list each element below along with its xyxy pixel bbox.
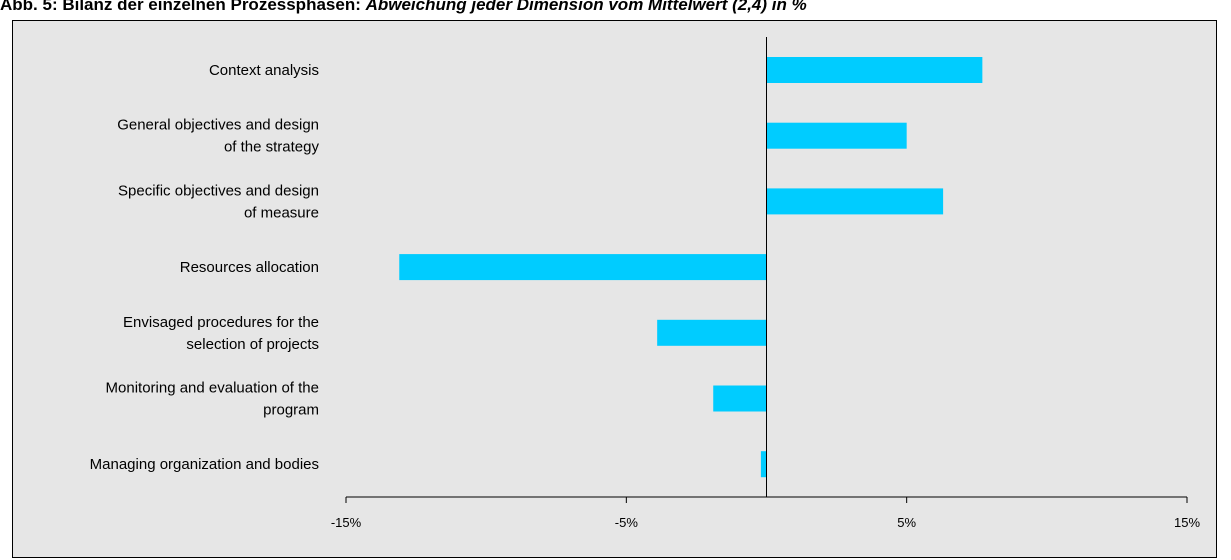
category-label: Envisaged procedures for the bbox=[123, 314, 319, 331]
bar bbox=[760, 451, 767, 478]
chart-title: Abb. 5: Bilanz der einzelnen Prozessphas… bbox=[0, 0, 1231, 16]
category-label: Managing organization and bodies bbox=[90, 456, 319, 473]
category-label: General objectives and design bbox=[117, 117, 319, 134]
chart-title-main: Abb. 5: Bilanz der einzelnen Prozessphas… bbox=[0, 0, 366, 14]
category-label: of the strategy bbox=[224, 139, 320, 156]
category-label: of measure bbox=[244, 204, 319, 221]
category-label: Resources allocation bbox=[180, 259, 319, 276]
category-label: Monitoring and evaluation of the bbox=[106, 380, 319, 397]
x-tick-label: 5% bbox=[897, 515, 916, 530]
bar bbox=[657, 319, 767, 346]
bar bbox=[766, 57, 983, 83]
category-label: Specific objectives and design bbox=[118, 182, 319, 199]
x-tick-label: 15% bbox=[1174, 515, 1200, 530]
category-label: selection of projects bbox=[186, 336, 319, 353]
category-label: Context analysis bbox=[209, 62, 319, 79]
category-label: program bbox=[263, 402, 319, 419]
bar bbox=[766, 188, 944, 215]
x-tick-label: -15% bbox=[331, 515, 362, 530]
bar bbox=[766, 122, 907, 149]
bar bbox=[399, 254, 767, 281]
chart-title-italic: Abweichung jeder Dimension vom Mittelwer… bbox=[365, 0, 807, 14]
x-tick-label: -5% bbox=[615, 515, 639, 530]
bar bbox=[713, 385, 767, 412]
chart-frame bbox=[12, 20, 1217, 558]
